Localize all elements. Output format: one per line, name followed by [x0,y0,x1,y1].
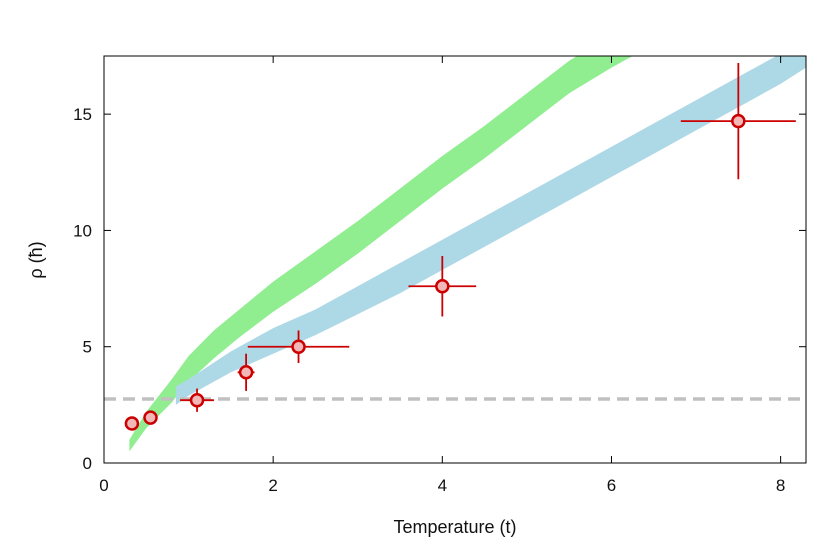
points-layer [124,62,796,431]
y-axis-ticks: 0 5 10 15 [73,105,806,473]
data-marker [731,113,746,129]
data-point-4 [237,353,255,391]
x-tick-label: 8 [776,476,785,495]
y-axis-label: ρ (ħ) [26,241,46,278]
y-tick-label: 0 [83,454,92,473]
bands-layer [129,56,806,452]
x-tick-label: 6 [607,476,616,495]
data-marker [291,339,306,354]
data-point-2 [143,410,158,425]
x-axis-ticks: 0 2 4 6 8 [99,56,785,495]
band-1 [129,56,633,452]
data-marker [238,365,254,380]
y-tick-label: 5 [83,338,92,357]
data-point-7 [680,62,796,180]
data-marker [189,392,205,408]
x-tick-label: 4 [438,476,447,495]
y-tick-label: 15 [73,105,92,124]
data-point-6 [408,256,477,317]
x-axis-label: Temperature (t) [393,517,516,537]
x-tick-label: 2 [268,476,277,495]
band-2 [175,56,806,405]
data-point-3 [180,388,214,412]
data-marker [124,416,140,431]
data-point-1 [124,416,140,431]
data-point-5 [247,330,350,363]
y-tick-label: 10 [73,221,92,240]
x-tick-label: 0 [99,476,108,495]
plot-frame [103,55,807,464]
data-marker [143,410,158,425]
data-marker [435,278,450,294]
